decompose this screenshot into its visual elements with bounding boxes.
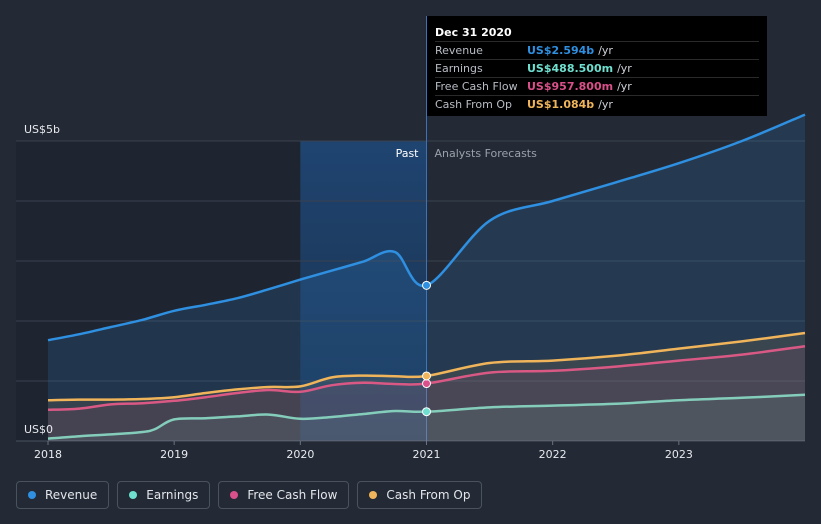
legend-dot-icon (230, 491, 239, 499)
tooltip-row-revenue: Revenue US$2.594b /yr (435, 41, 759, 59)
tooltip: Dec 31 2020 Revenue US$2.594b /yr Earnin… (427, 16, 767, 116)
tooltip-row-cash-from-op: Cash From Op US$1.084b /yr (435, 95, 759, 113)
tooltip-label: Revenue (435, 44, 483, 57)
legend-item-earnings[interactable]: Earnings (117, 481, 211, 509)
legend-label: Earnings (146, 488, 199, 502)
x-tick-label: 2020 (286, 448, 314, 461)
tooltip-row-free-cash-flow: Free Cash Flow US$957.800m /yr (435, 77, 759, 95)
x-tick-label: 2023 (665, 448, 693, 461)
x-tick-label: 2022 (539, 448, 567, 461)
y-axis-top-label: US$5b (24, 123, 60, 136)
series-area-earnings (48, 394, 805, 441)
legend-label: Revenue (45, 488, 98, 502)
markers-layer (422, 280, 431, 417)
tooltip-value: US$488.500m (527, 62, 614, 75)
tooltip-unit: /yr (617, 80, 632, 93)
marker-earnings (422, 407, 431, 417)
past-label: Past (396, 147, 420, 160)
legend-label: Cash From Op (386, 488, 471, 502)
forecast-label: Analysts Forecasts (435, 147, 538, 160)
series-area-revenue (48, 114, 805, 441)
marker-cash-from-op (422, 371, 431, 381)
legend-dot-icon (369, 491, 378, 499)
legend-dot-icon (129, 491, 138, 499)
series-line-free-cash-flow (47, 344, 806, 412)
tooltip-unit: /yr (598, 44, 613, 57)
tooltip-unit: /yr (617, 62, 632, 75)
series-area-free-cash-flow (48, 346, 805, 441)
x-tick-label: 2019 (160, 448, 188, 461)
tooltip-label: Earnings (435, 62, 483, 75)
legend-item-free-cash-flow[interactable]: Free Cash Flow (218, 481, 350, 509)
legend-label: Free Cash Flow (247, 488, 338, 502)
tooltip-value: US$2.594b (527, 44, 595, 57)
tooltip-label: Free Cash Flow (435, 80, 518, 93)
tooltip-value: US$957.800m (527, 80, 614, 93)
x-tick-label: 2021 (413, 448, 441, 461)
legend: Revenue Earnings Free Cash Flow Cash Fro… (16, 481, 483, 509)
highlight-region (300, 141, 427, 441)
marker-free-cash-flow (422, 379, 431, 389)
tooltip-label: Cash From Op (435, 98, 513, 111)
series-line-earnings (47, 393, 806, 440)
tooltip-date: Dec 31 2020 (435, 26, 512, 39)
axis-labels: US$5b US$0 Past Analysts Forecasts 2018 2019 2… (24, 123, 693, 461)
tooltip-unit: /yr (598, 98, 613, 111)
y-axis-bottom-label: US$0 (24, 423, 53, 436)
tooltip-row-earnings: Earnings US$488.500m /yr (435, 59, 759, 77)
legend-item-revenue[interactable]: Revenue (16, 481, 110, 509)
series-line-revenue (47, 113, 806, 342)
x-tick-label: 2018 (34, 448, 62, 461)
legend-dot-icon (28, 491, 36, 499)
series-line-cash-from-op (47, 331, 806, 402)
gridlines (16, 16, 805, 445)
tooltip-value: US$1.084b (527, 98, 595, 111)
marker-revenue (422, 280, 431, 290)
legend-item-cash-from-op[interactable]: Cash From Op (357, 481, 483, 509)
